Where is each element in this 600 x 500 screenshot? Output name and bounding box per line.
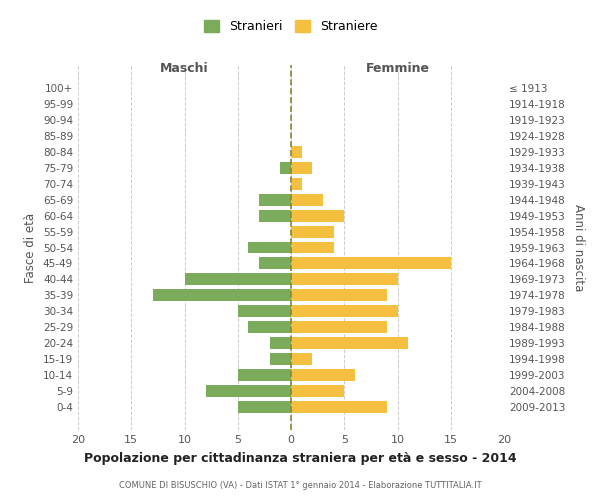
Text: Maschi: Maschi — [160, 62, 209, 75]
Bar — [291, 194, 323, 205]
Text: Popolazione per cittadinanza straniera per età e sesso - 2014: Popolazione per cittadinanza straniera p… — [83, 452, 517, 465]
Bar — [259, 194, 291, 205]
Bar — [291, 210, 344, 222]
Bar — [270, 354, 291, 366]
Bar — [291, 274, 398, 285]
Text: Femmine: Femmine — [365, 62, 430, 75]
Bar — [291, 402, 387, 413]
Bar — [206, 386, 291, 398]
Bar — [238, 370, 291, 382]
Bar — [291, 146, 302, 158]
Legend: Stranieri, Straniere: Stranieri, Straniere — [200, 16, 382, 37]
Bar — [280, 162, 291, 173]
Bar — [259, 258, 291, 270]
Bar — [259, 210, 291, 222]
Y-axis label: Fasce di età: Fasce di età — [25, 212, 37, 282]
Bar — [291, 242, 334, 254]
Bar — [248, 242, 291, 254]
Bar — [291, 370, 355, 382]
Y-axis label: Anni di nascita: Anni di nascita — [572, 204, 585, 291]
Text: COMUNE DI BISUSCHIO (VA) - Dati ISTAT 1° gennaio 2014 - Elaborazione TUTTITALIA.: COMUNE DI BISUSCHIO (VA) - Dati ISTAT 1°… — [119, 481, 481, 490]
Bar — [291, 386, 344, 398]
Bar — [291, 306, 398, 318]
Bar — [291, 258, 451, 270]
Bar — [291, 178, 302, 190]
Bar — [238, 306, 291, 318]
Bar — [291, 338, 408, 349]
Bar — [291, 226, 334, 237]
Bar — [291, 162, 313, 173]
Bar — [185, 274, 291, 285]
Bar — [270, 338, 291, 349]
Bar — [152, 290, 291, 302]
Bar — [238, 402, 291, 413]
Bar — [291, 354, 313, 366]
Bar — [291, 290, 387, 302]
Bar — [248, 322, 291, 334]
Bar — [291, 322, 387, 334]
